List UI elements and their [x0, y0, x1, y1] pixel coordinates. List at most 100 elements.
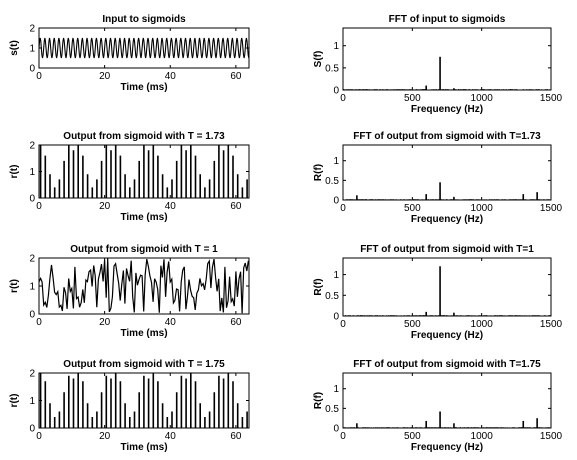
chart-title: FFT of output from sigmoid with T=1: [360, 244, 534, 255]
spectrum-baseline: [343, 89, 551, 90]
x-tick-label: 40: [165, 431, 177, 442]
x-tick-label: 0: [340, 319, 346, 330]
y-axis-label: R(f): [313, 278, 324, 295]
x-tick-label: 40: [165, 201, 177, 212]
x-tick-label: 0: [340, 431, 346, 442]
y-tick-label: 0: [333, 86, 339, 97]
chart-title: FFT of input to sigmoids: [389, 14, 506, 25]
x-tick-label: 0: [340, 93, 346, 104]
x-tick-label: 60: [230, 201, 242, 212]
y-tick-label: 1: [29, 167, 35, 178]
y-tick-label: 1: [333, 41, 339, 52]
y-axis-label: s(t): [9, 40, 20, 56]
data-group: [343, 182, 551, 200]
y-tick-label: 1: [29, 396, 35, 407]
x-tick-label: 1000: [471, 203, 494, 214]
data-group: [39, 37, 249, 59]
x-tick-label: 500: [404, 431, 421, 442]
x-tick-label: 40: [165, 317, 177, 328]
x-tick-label: 20: [99, 431, 111, 442]
x-axis-label: Time (ms): [120, 328, 167, 339]
x-tick-label: 1000: [471, 319, 494, 330]
x-tick-label: 40: [165, 71, 177, 82]
x-tick-label: 0: [340, 203, 346, 214]
y-tick-label: 1: [29, 44, 35, 55]
x-tick-label: 60: [230, 431, 242, 442]
x-tick-label: 0: [36, 201, 42, 212]
panel-6: FFT of output from sigmoid with T=1 Frequ…: [313, 244, 563, 341]
chart-title: FFT of output from sigmoid with T=1.73: [353, 131, 541, 142]
y-tick-label: 1: [333, 156, 339, 167]
x-tick-label: 1500: [540, 203, 563, 214]
y-tick-label: 0: [29, 310, 35, 321]
spectrum-baseline: [343, 199, 551, 200]
axes-frame: [342, 27, 552, 91]
data-group: [343, 411, 551, 428]
panel-2: FFT of input to sigmoids Frequency (Hz) S(…: [313, 14, 563, 115]
x-tick-label: 500: [404, 203, 421, 214]
data-group: [343, 56, 551, 90]
x-axis-label: Time (ms): [120, 442, 167, 453]
x-tick-label: 60: [230, 71, 242, 82]
chart-title: Output from sigmoid with T = 1: [70, 244, 218, 255]
y-tick-label: 0.5: [325, 63, 339, 74]
panel-4: FFT of output from sigmoid with T=1.73 Fr…: [313, 131, 563, 225]
x-tick-label: 0: [36, 431, 42, 442]
chart-title: FFT of output from sigmoid with T=1.75: [353, 359, 541, 370]
x-tick-label: 20: [99, 201, 111, 212]
data-group: [39, 258, 249, 314]
y-tick-label: 0: [29, 194, 35, 205]
axes-frame: [342, 144, 552, 201]
x-tick-label: 60: [230, 317, 242, 328]
panel-8: FFT of output from sigmoid with T=1.75 Fr…: [313, 359, 563, 453]
panel-5: Output from sigmoid with T = 1 Time (ms) r…: [9, 244, 250, 339]
y-tick-label: 0: [29, 64, 35, 75]
x-tick-label: 500: [404, 319, 421, 330]
y-tick-label: 0: [333, 424, 339, 435]
spectrum-baseline: [343, 315, 551, 316]
y-axis-label: r(t): [9, 165, 20, 179]
x-tick-label: 1000: [471, 93, 494, 104]
x-tick-label: 500: [404, 93, 421, 104]
y-tick-label: 0.5: [325, 291, 339, 302]
data-group: [39, 373, 248, 428]
data-group: [39, 145, 248, 198]
chart-title: Input to sigmoids: [102, 14, 186, 25]
y-tick-label: 0.5: [325, 176, 339, 187]
y-axis-label: S(f): [313, 51, 324, 68]
chart-title: Output from sigmoid with T = 1.73: [63, 131, 225, 142]
panel-3: Output from sigmoid with T = 1.73 Time (m…: [9, 131, 250, 223]
x-tick-label: 1000: [471, 431, 494, 442]
x-axis-label: Frequency (Hz): [411, 442, 483, 453]
panel-7: Output from sigmoid with T = 1.75 Time (m…: [9, 359, 250, 453]
y-tick-label: 2: [29, 369, 35, 380]
x-axis-label: Frequency (Hz): [411, 214, 483, 225]
data-group: [343, 266, 551, 316]
x-axis-label: Time (ms): [120, 212, 167, 223]
y-axis-label: r(t): [9, 279, 20, 293]
y-tick-label: 2: [29, 24, 35, 35]
x-tick-label: 20: [99, 317, 111, 328]
y-tick-label: 0.5: [325, 404, 339, 415]
axes-frame: [342, 257, 552, 317]
y-axis-label: r(t): [9, 394, 20, 408]
y-tick-label: 0: [29, 424, 35, 435]
y-tick-label: 2: [29, 254, 35, 265]
y-tick-label: 1: [29, 282, 35, 293]
x-tick-label: 0: [36, 71, 42, 82]
y-tick-label: 1: [333, 384, 339, 395]
y-tick-label: 1: [333, 270, 339, 281]
y-tick-label: 0: [333, 196, 339, 207]
pulse-train: [39, 373, 248, 428]
signal-trace: [39, 258, 249, 314]
x-axis-label: Frequency (Hz): [411, 330, 483, 341]
x-tick-label: 1500: [540, 93, 563, 104]
spectrum-baseline: [343, 427, 551, 428]
y-tick-label: 0: [333, 312, 339, 323]
y-axis-label: R(f): [313, 164, 324, 181]
panel-1: Input to sigmoids Time (ms) s(t) 0 20 40 60 0 1 2: [9, 14, 250, 93]
x-tick-label: 1500: [540, 431, 563, 442]
x-axis-label: Time (ms): [120, 82, 167, 93]
pulse-train: [39, 145, 248, 198]
